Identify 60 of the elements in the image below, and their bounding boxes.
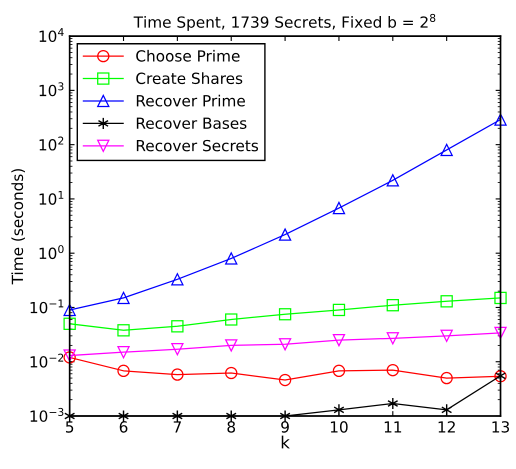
x-tick-label: 12 — [438, 421, 455, 432]
y-tick-label: 10$^{3}$ — [40, 82, 64, 96]
legend-label: Recover Bases — [136, 118, 246, 129]
y-tick-label: 10$^{−2}$ — [30, 354, 64, 368]
point — [171, 368, 184, 381]
legend-label: Choose Prime — [136, 50, 240, 62]
x-tick-label: 8 — [227, 421, 236, 433]
x-tick-label: 6 — [120, 421, 128, 433]
x-tick-label: 13 — [492, 421, 510, 433]
chart-title: Time Spent, 1739 Secrets, Fixed b = 2$^{8}$ — [134, 14, 436, 31]
point — [117, 324, 130, 336]
point — [494, 326, 507, 340]
point — [171, 320, 184, 332]
y-tick-label: 10$^{0}$ — [40, 245, 64, 260]
point — [386, 332, 399, 345]
point — [63, 304, 76, 316]
point — [332, 304, 346, 316]
legend-label: Recover Secrets — [136, 140, 258, 152]
point — [278, 308, 292, 320]
point — [494, 292, 507, 304]
point — [225, 339, 238, 352]
point — [386, 299, 399, 312]
point — [225, 366, 238, 380]
x-tick-label: 7 — [174, 421, 181, 432]
legend-label: Recover Prime — [136, 94, 245, 107]
point — [332, 364, 346, 378]
point — [386, 174, 399, 187]
y-tick-label: 10$^{−1}$ — [30, 300, 64, 314]
point — [278, 228, 292, 241]
point — [332, 334, 346, 346]
point — [440, 372, 453, 384]
point — [171, 343, 184, 356]
point — [441, 404, 452, 416]
x-tick-label: 5 — [66, 421, 74, 433]
point — [117, 346, 130, 358]
y-tick-label: 10$^{2}$ — [40, 136, 64, 151]
point — [171, 273, 184, 286]
point — [117, 364, 130, 378]
legend-label: Create Shares — [136, 72, 242, 84]
point — [494, 113, 507, 126]
point — [440, 295, 453, 308]
y-axis-title: Time (seconds) — [11, 169, 25, 284]
x-axis-title: k — [282, 436, 290, 448]
point — [63, 318, 76, 330]
x-tick-label: 9 — [281, 421, 289, 433]
point — [332, 202, 346, 214]
y-tick-label: 10$^{1}$ — [40, 190, 64, 205]
point — [117, 292, 130, 304]
y-tick-label: 10$^{4}$ — [40, 28, 64, 42]
point — [225, 313, 238, 326]
point — [278, 374, 292, 386]
point — [440, 144, 453, 156]
point — [440, 330, 453, 342]
point — [386, 364, 399, 376]
point — [225, 252, 238, 265]
point — [278, 338, 292, 350]
y-tick-label: 10$^{−3}$ — [30, 408, 64, 422]
x-tick-label: 11 — [384, 421, 402, 432]
point — [387, 397, 398, 410]
x-tick-label: 10 — [330, 421, 348, 433]
